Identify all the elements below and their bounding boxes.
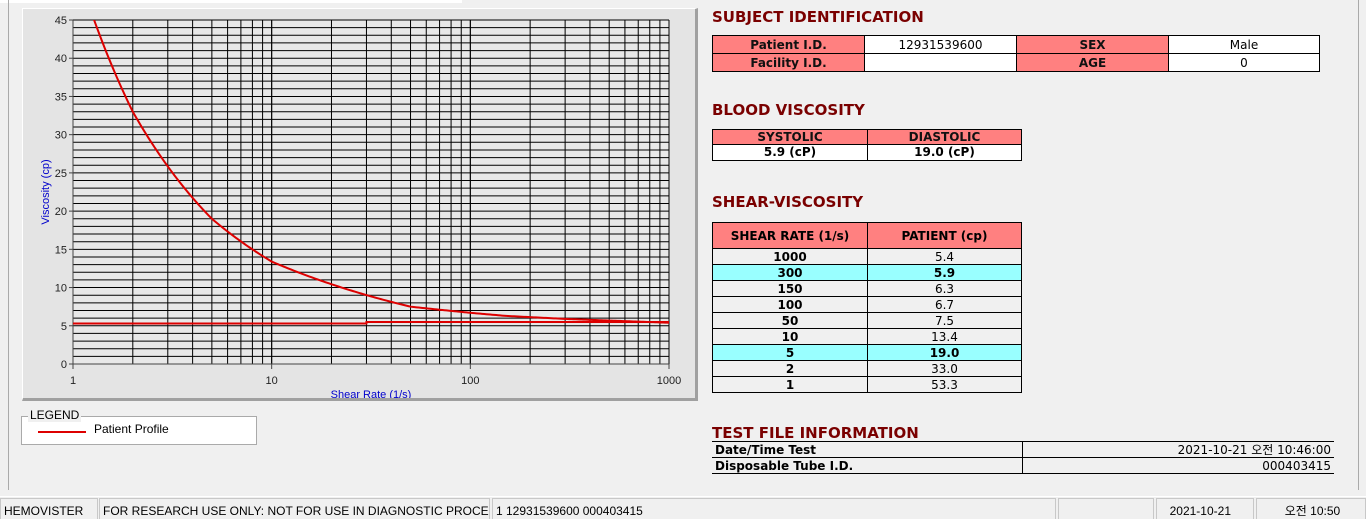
y-tick-label: 45 [55, 15, 67, 27]
patient-value-cell: 5.4 [867, 248, 1022, 265]
date-time-label: Date/Time Test [712, 441, 1022, 458]
systolic-value: 5.9 (cP) [712, 144, 868, 161]
patient-value-cell: 33.0 [867, 360, 1022, 377]
y-tick-label: 25 [55, 168, 67, 180]
legend-swatch [38, 431, 86, 433]
y-tick-label: 30 [55, 130, 67, 142]
sex-value: Male [1168, 35, 1320, 54]
shear-row: 1000 5.4 [712, 248, 1022, 265]
shear-rate-cell: 1 [712, 376, 868, 393]
shear-rate-cell: 1000 [712, 248, 868, 265]
y-axis-label: Viscosity (cp) [40, 159, 52, 224]
shear-rate-cell: 5 [712, 344, 868, 361]
plot-area [73, 20, 669, 364]
shear-row: 300 5.9 [712, 264, 1022, 281]
viscosity-chart: 0 5 10 15 20 25 30 35 40 45 1 10 100 1000 Shear Rate (… [40, 15, 681, 398]
x-tick-label: 100 [461, 375, 479, 387]
status-app-name: HEMOVISTER [0, 498, 98, 519]
facility-id-label: Facility I.D. [712, 53, 865, 72]
patient-value-cell: 6.3 [867, 280, 1022, 297]
patient-value-cell: 19.0 [867, 344, 1022, 361]
patient-id-label: Patient I.D. [712, 35, 865, 54]
legend-title: LEGEND [28, 408, 82, 422]
status-bar: HEMOVISTER FOR RESEARCH USE ONLY: NOT FO… [0, 496, 1366, 519]
shear-row: 5 19.0 [712, 344, 1022, 361]
patient-header: PATIENT (cp) [867, 222, 1022, 249]
shear-row: 2 33.0 [712, 360, 1022, 377]
status-time: 오전 10:50 [1256, 498, 1366, 519]
status-notice: FOR RESEARCH USE ONLY: NOT FOR USE IN DI… [99, 498, 490, 519]
top-strip [0, 0, 462, 3]
diastolic-value: 19.0 (cP) [867, 144, 1022, 161]
shear-rate-cell: 100 [712, 296, 868, 313]
x-tick-label: 1000 [657, 375, 681, 387]
y-tick-label: 35 [55, 91, 67, 103]
patient-value-cell: 13.4 [867, 328, 1022, 345]
shear-viscosity-title: SHEAR-VISCOSITY [712, 193, 864, 211]
shear-rate-cell: 10 [712, 328, 868, 345]
y-tick-label: 5 [61, 321, 67, 333]
patient-value-cell: 7.5 [867, 312, 1022, 329]
right-border [1358, 0, 1359, 490]
tube-id-value: 000403415 [1021, 457, 1334, 474]
series-line [93, 20, 669, 324]
test-file-title: TEST FILE INFORMATION [712, 424, 919, 442]
status-record: 1 12931539600 000403415 [492, 498, 1056, 519]
y-tick-label: 20 [55, 206, 67, 218]
age-value: 0 [1168, 53, 1320, 72]
status-date: 2021-10-21 [1156, 498, 1254, 519]
shear-row: 100 6.7 [712, 296, 1022, 313]
y-tick-label: 40 [55, 53, 67, 65]
diastolic-label: DIASTOLIC [867, 129, 1022, 145]
shear-rate-cell: 150 [712, 280, 868, 297]
y-tick-label: 0 [61, 359, 67, 371]
x-tick-label: 1 [70, 375, 76, 387]
legend: LEGEND Patient Profile [21, 408, 257, 445]
shear-rate-cell: 50 [712, 312, 868, 329]
series-line [73, 320, 669, 325]
shear-rate-cell: 300 [712, 264, 868, 281]
patient-value-cell: 53.3 [867, 376, 1022, 393]
patient-value-cell: 6.7 [867, 296, 1022, 313]
test-file-table: Date/Time Test 2021-10-21 오전 10:46:00 Dis… [712, 441, 1334, 474]
subject-title: SUBJECT IDENTIFICATION [712, 8, 924, 26]
shear-row: 10 13.4 [712, 328, 1022, 345]
subject-table: Patient I.D. 12931539600 SEX Male Facility … [712, 35, 1320, 72]
patient-value-cell: 5.9 [867, 264, 1022, 281]
legend-label: Patient Profile [94, 422, 169, 436]
status-empty [1058, 498, 1154, 519]
left-border [8, 0, 9, 490]
y-tick-label: 10 [55, 283, 67, 295]
date-time-value: 2021-10-21 오전 10:46:00 [1021, 441, 1334, 458]
age-label: AGE [1016, 53, 1169, 72]
shear-rate-header: SHEAR RATE (1/s) [712, 222, 868, 249]
shear-row: 50 7.5 [712, 312, 1022, 329]
shear-row: 150 6.3 [712, 280, 1022, 297]
x-tick-label: 10 [266, 375, 278, 387]
blood-viscosity-table: SYSTOLIC DIASTOLIC 5.9 (cP) 19.0 (cP) [712, 129, 1022, 161]
systolic-label: SYSTOLIC [712, 129, 868, 145]
chart-panel: 0 5 10 15 20 25 30 35 40 45 1 10 100 1000 Shear Rate (… [22, 8, 698, 401]
sex-label: SEX [1016, 35, 1169, 54]
x-axis-label: Shear Rate (1/s) [331, 389, 412, 398]
shear-rate-cell: 2 [712, 360, 868, 377]
tube-id-label: Disposable Tube I.D. [712, 457, 1022, 474]
y-tick-label: 15 [55, 244, 67, 256]
shear-row: 1 53.3 [712, 376, 1022, 393]
shear-viscosity-table: SHEAR RATE (1/s) PATIENT (cp) 1000 5.4 300 5… [712, 222, 1022, 393]
blood-viscosity-title: BLOOD VISCOSITY [712, 101, 865, 119]
patient-id-value: 12931539600 [864, 35, 1017, 54]
facility-id-value [864, 53, 1017, 72]
